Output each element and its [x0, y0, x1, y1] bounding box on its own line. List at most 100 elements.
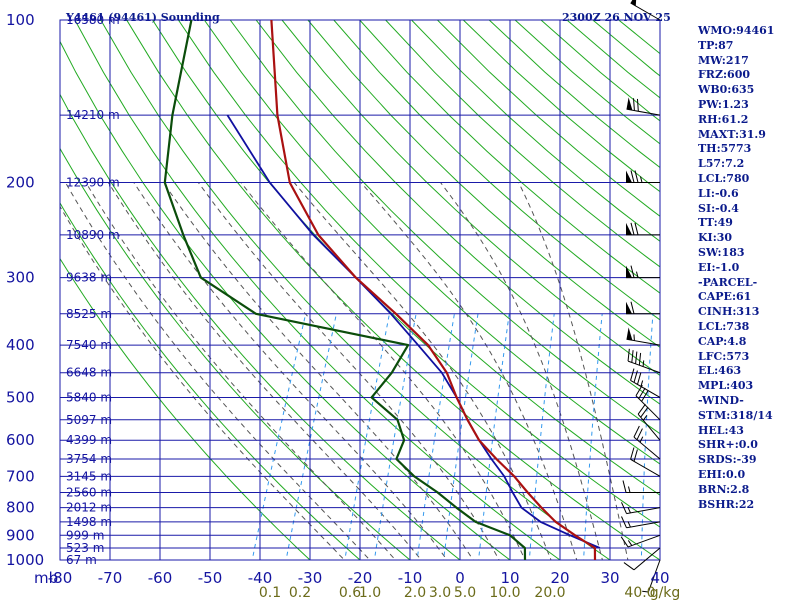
height-label: 6648 m [66, 366, 112, 380]
dry-adiabat [203, 20, 660, 465]
index-item: SW:183 [698, 245, 745, 259]
plot-frame [59, 19, 661, 561]
dry-adiabat [152, 20, 660, 528]
index-item: RH:61.2 [698, 112, 749, 126]
height-label: 1498 m [66, 515, 112, 529]
dry-adiabat [60, 257, 311, 560]
wind-barb [630, 0, 661, 21]
height-label: 7540 m [66, 338, 112, 352]
dry-adiabat [307, 20, 660, 348]
wind-barb [627, 348, 661, 374]
chart-title: Y4461 (94461) Sounding [65, 11, 220, 24]
index-item: -WIND- [698, 393, 744, 407]
index-item: -PARCEL- [698, 275, 758, 289]
wind-barb [626, 301, 660, 315]
mixing-ratio-label: 2.0 [404, 585, 426, 600]
pressure-label: 200 [6, 174, 35, 192]
index-item: EI:-1.0 [698, 260, 740, 274]
moist-adiabat [85, 182, 397, 560]
height-label: 16580 m [66, 13, 120, 27]
index-item: STM:318/14 [698, 408, 773, 422]
height-label: 8525 m [66, 307, 112, 321]
moist-adiabat [197, 182, 500, 560]
wind-barb [626, 222, 660, 236]
height-label: 999 m [66, 528, 104, 542]
height-label: 2012 m [66, 501, 112, 515]
height-label: 10890 m [66, 228, 120, 242]
index-item: BRN:2.8 [698, 482, 750, 496]
dry-adiabat [60, 147, 411, 560]
index-item: MAXT:31.9 [698, 127, 766, 141]
index-item: HEL:43 [698, 423, 744, 437]
moist-adiabat [162, 182, 474, 560]
index-item: CINH:313 [698, 305, 760, 319]
dry-adiabat [126, 20, 660, 560]
index-item: LFC:573 [698, 349, 750, 363]
height-label: 14210 m [66, 108, 120, 122]
height-label: 2560 m [66, 486, 112, 500]
moist-adiabat [60, 205, 346, 560]
pressure-label: 700 [6, 467, 35, 485]
wind-barbs [620, 0, 661, 593]
temp-tick-label: 40 [650, 569, 669, 587]
stability-indices: WMO:94461 TP:87 MW:217 FRZ:600 WB0:635 PW:1.2… [698, 24, 774, 512]
wind-barb [626, 97, 661, 116]
index-item: L57:7.2 [698, 157, 745, 171]
pressure-label: 600 [6, 431, 35, 449]
height-label: 3754 m [66, 452, 112, 466]
dry-adiabat [177, 20, 660, 496]
mixing-ratio-label: 3.0 [429, 585, 451, 600]
temp-tick-label: -20 [348, 569, 373, 587]
temp-tick-label: -60 [148, 569, 173, 587]
wind-barb [642, 559, 661, 593]
wind-barb [621, 502, 661, 515]
mixing-ratio-label: 20.0 [534, 585, 565, 600]
mixing-ratio-label: 0.6 [339, 585, 361, 600]
temp-tick-label: -40 [248, 569, 273, 587]
mixing-ratio-label: 10.0 [489, 585, 520, 600]
index-item: SHR+:0.0 [698, 438, 758, 452]
wind-barb [626, 265, 660, 279]
pressure-label: 300 [6, 269, 35, 287]
moist-adiabat [293, 182, 552, 560]
wind-barb [622, 480, 660, 494]
temp-tick-label: 20 [550, 569, 569, 587]
temperature-profile [270, 20, 597, 560]
moist-adiabat [440, 182, 603, 560]
temp-tick-label: 0 [455, 569, 465, 587]
mixing-ratio-label: 40.0 [624, 585, 655, 600]
temp-tick-label: -50 [198, 569, 223, 587]
height-label: 5097 m [66, 413, 112, 427]
temp-tick-label: -70 [98, 569, 123, 587]
mixing-ratio-label: 0.1 [259, 585, 281, 600]
index-item: TH:5773 [698, 142, 752, 156]
index-item: FRZ:600 [698, 68, 751, 82]
index-item: LI:-0.6 [698, 186, 739, 200]
index-item: WMO:94461 [698, 24, 775, 37]
mixing-ratio-line [478, 313, 510, 560]
index-item: SRDS:-39 [698, 453, 757, 467]
mixing-ratio-label: 1.0 [359, 585, 381, 600]
index-item: MPL:403 [698, 379, 754, 393]
dry-adiabat [255, 20, 660, 405]
wind-barb [626, 170, 660, 184]
temp-tick-label: -30 [298, 569, 323, 587]
index-item: EL:463 [698, 364, 742, 378]
adiabats-layer [60, 20, 660, 560]
mixing-ratio-line [528, 313, 555, 560]
wind-barb [623, 547, 661, 571]
height-label: 3145 m [66, 469, 112, 483]
height-label: 67 m [66, 553, 97, 567]
mixing-ratio-label: 0.2 [289, 585, 311, 600]
axis-unit-label: mb [34, 569, 58, 587]
mixing-ratio-line [443, 313, 479, 560]
dewpoint-profile [163, 20, 527, 560]
grid-layer [59, 19, 661, 561]
temp-tick-label: -10 [398, 569, 423, 587]
wind-barb [630, 368, 661, 398]
index-item: WB0:635 [698, 83, 755, 97]
dry-adiabat [359, 20, 660, 294]
index-item: LCL:780 [698, 171, 750, 185]
moist-adiabat [240, 182, 526, 560]
